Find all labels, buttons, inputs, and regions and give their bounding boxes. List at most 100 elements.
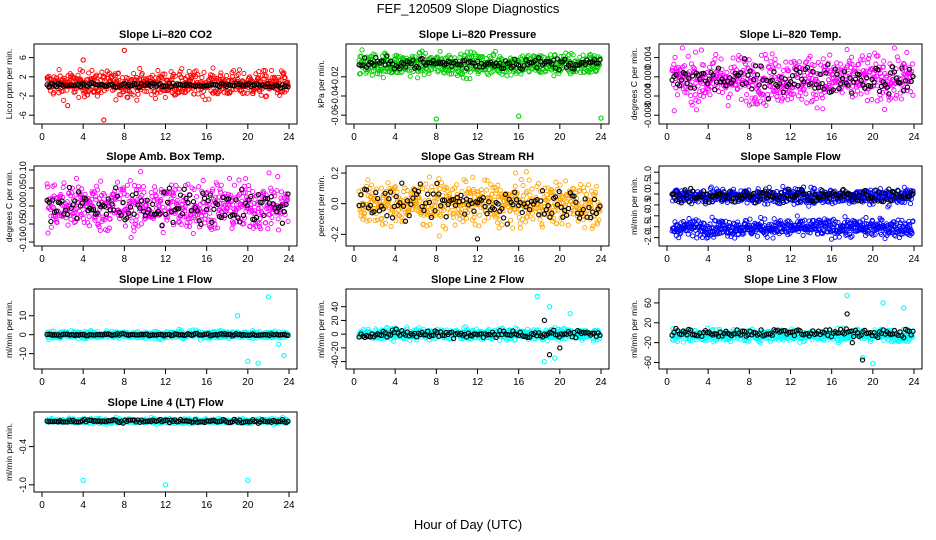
data-point: [438, 180, 445, 186]
data-point: [744, 91, 750, 98]
data-point: [134, 97, 140, 103]
data-point: [384, 213, 390, 219]
data-point: [510, 63, 516, 70]
data-point: [814, 105, 820, 111]
data-point: [244, 90, 250, 96]
y-tick-label: -6: [18, 111, 28, 119]
x-tick-label: 12: [472, 254, 484, 265]
data-point: [125, 95, 131, 101]
data-point: [190, 199, 197, 205]
data-point: [103, 211, 110, 217]
y-tick-label: -0.05: [18, 214, 28, 235]
data-point: [419, 55, 425, 62]
data-point: [534, 65, 540, 71]
data-point: [371, 62, 377, 68]
data-point: [738, 96, 744, 102]
data-point: [674, 92, 681, 98]
data-point: [693, 49, 699, 55]
x-tick-label: 12: [785, 132, 797, 143]
data-point: [86, 223, 93, 229]
data-point: [457, 54, 463, 60]
data-point: [536, 55, 542, 61]
data-point: [94, 93, 100, 99]
data-point: [882, 106, 888, 112]
data-point: [679, 45, 685, 51]
data-point: [689, 79, 695, 85]
data-point: [218, 70, 224, 76]
data-point: [369, 72, 375, 78]
data-point: [426, 174, 433, 180]
data-point: [558, 53, 564, 60]
data-point: [84, 92, 91, 98]
data-point: [562, 178, 568, 184]
data-point: [588, 66, 594, 72]
x-tick-label: 24: [908, 132, 920, 143]
data-point: [56, 90, 62, 96]
data-point: [431, 66, 437, 72]
data-point: [437, 186, 443, 192]
data-point: [278, 77, 284, 83]
data-point: [849, 54, 855, 60]
data-point: [275, 174, 281, 180]
data-point: [200, 178, 206, 184]
data-point: [452, 222, 458, 228]
data-point: [399, 180, 405, 186]
data-point: [904, 50, 910, 56]
data-point: [206, 96, 212, 102]
data-point: [250, 189, 256, 195]
data-point: [235, 71, 241, 78]
data-point: [73, 175, 79, 181]
data-point: [106, 70, 112, 76]
x-tick-label: 12: [160, 132, 172, 143]
data-point: [458, 62, 464, 68]
data-point: [691, 66, 697, 72]
data-point: [510, 225, 516, 231]
data-point: [698, 47, 704, 53]
data-point: [690, 233, 696, 239]
data-point: [276, 77, 282, 83]
data-point: [45, 230, 51, 236]
x-tick-label: 20: [554, 132, 566, 143]
data-point: [79, 68, 86, 74]
data-point: [436, 233, 442, 239]
x-tick-label: 4: [392, 132, 398, 143]
data-point: [388, 70, 394, 76]
data-point: [768, 59, 774, 65]
y-tick-label: -0.06: [330, 105, 340, 126]
data-point: [467, 76, 473, 82]
data-point: [174, 197, 180, 203]
data-point: [149, 72, 156, 78]
panel-title: Slope Li–820 Temp.: [740, 29, 842, 41]
data-point: [693, 107, 699, 113]
data-point: [131, 183, 137, 189]
x-tick-label: 20: [554, 254, 566, 265]
data-point: [131, 228, 137, 234]
data-point: [776, 63, 782, 69]
y-axis-label: kPa per min.: [316, 60, 326, 108]
data-point: [201, 88, 207, 94]
data-point: [61, 180, 67, 186]
data-point: [864, 98, 870, 104]
y-tick-label: 0.004: [643, 46, 653, 69]
data-point: [419, 48, 425, 54]
x-tick-label: 4: [80, 254, 86, 265]
data-point: [484, 187, 490, 193]
data-point: [380, 75, 386, 81]
data-point: [148, 91, 154, 98]
data-point-outlier: [80, 57, 86, 63]
data-point: [713, 52, 719, 58]
data-point: [436, 176, 442, 182]
data-point: [558, 59, 564, 65]
data-point: [556, 67, 562, 73]
chart-panel: Slope Li–820 Temp.0 4 8 12 16 20 24-0.008-0.00…: [629, 29, 923, 143]
data-point: [160, 230, 166, 236]
data-point: [226, 175, 233, 182]
data-point: [520, 193, 526, 199]
data-point: [910, 92, 916, 98]
data-point: [464, 76, 470, 82]
x-tick-label: 16: [201, 254, 213, 265]
data-point: [229, 225, 235, 231]
data-point: [281, 70, 287, 76]
data-point: [285, 218, 291, 224]
